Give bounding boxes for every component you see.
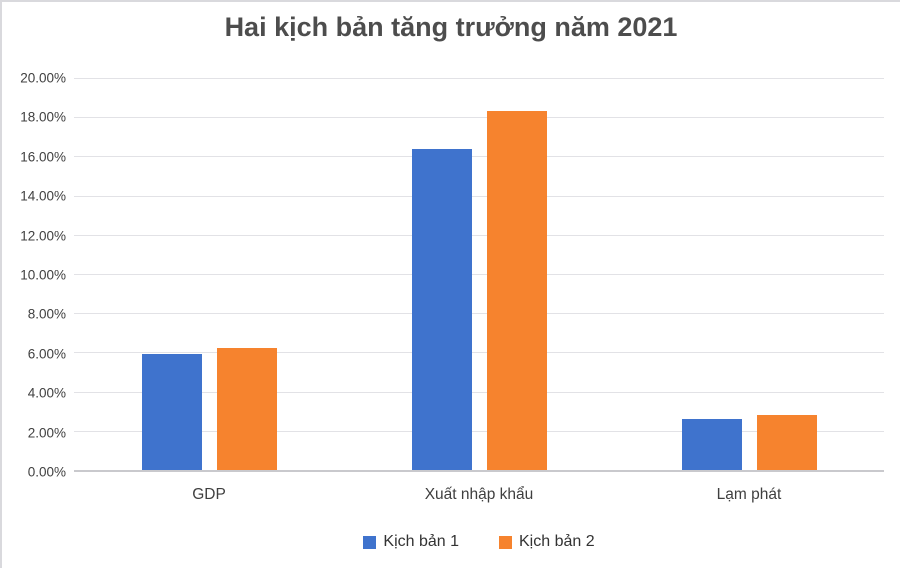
y-axis-tick-labels: 20.00% 18.00% 16.00% 14.00% 12.00% 10.00% 8.00… [2,71,66,478]
y-tick-label: 14.00% [20,188,66,204]
legend: Kịch bản 1 Kịch bản 2 [74,533,884,551]
grid-line [74,195,884,197]
grid-line [74,156,884,158]
y-tick-label: 16.00% [20,149,66,165]
bar-series1-cat1 [141,354,202,470]
chart-title: Hai kịch bản tăng trưởng năm 2021 [224,12,678,42]
x-axis-labels: GDP Xuất nhập khẩu Lạm phát [74,486,884,504]
y-tick-label: 10.00% [20,267,66,283]
bar-group-3 [614,78,884,470]
legend-item-1: Kịch bản 1 [363,533,459,551]
y-tick-label: 20.00% [20,70,66,86]
x-axis-label-3: Lạm phát [716,486,782,503]
bar-groups [74,78,884,470]
bar-series1-cat3 [681,419,742,470]
y-tick-label: 6.00% [27,346,66,362]
y-tick-label: 8.00% [27,306,66,322]
legend-item-2: Kịch bản 2 [499,533,595,551]
legend-swatch-icon [499,535,512,549]
y-tick-label: 4.00% [27,385,66,401]
bar-group-1 [74,78,344,470]
y-tick-label: 18.00% [20,109,66,125]
plot-area [74,78,884,472]
grid-line [74,430,884,432]
bar-series2-cat2 [486,111,547,470]
legend-label: Kịch bản 2 [519,533,595,550]
grid-line [74,117,884,119]
grid-line [74,234,884,236]
y-tick-label: 0.00% [27,464,66,480]
legend-label: Kịch bản 1 [383,533,459,550]
bar-series1-cat2 [411,148,472,470]
x-axis-label-2: Xuất nhập khẩu [424,486,534,503]
grid-line [74,313,884,315]
y-tick-label: 12.00% [20,227,66,243]
grid-line [74,274,884,275]
grid-line [74,391,884,393]
bar-group-2 [344,78,614,470]
legend-swatch-icon [363,535,377,549]
y-tick-label: 2.00% [27,424,66,440]
bar-series2-cat3 [756,415,817,470]
grid-line [74,78,884,79]
grid-line [74,352,884,354]
x-axis-label-1: GDP [192,486,226,503]
bar-series2-cat1 [216,348,277,470]
